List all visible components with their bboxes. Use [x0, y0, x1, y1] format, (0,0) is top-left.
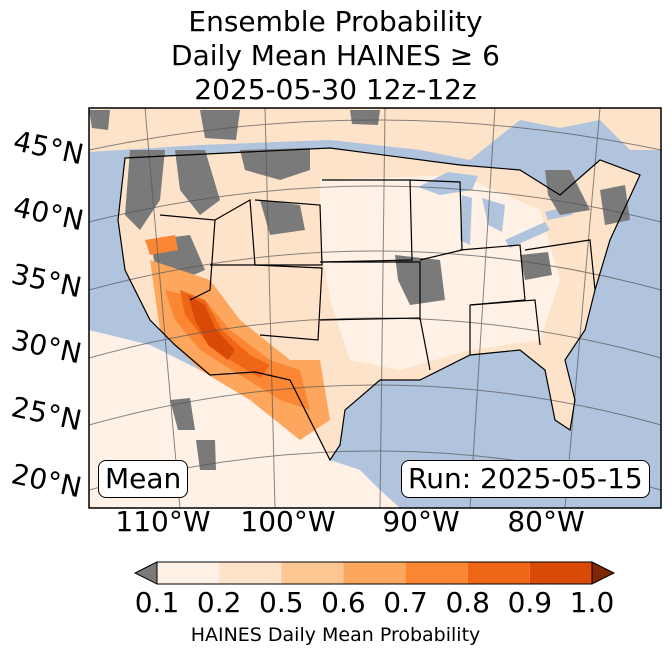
colorbar-segment	[405, 562, 468, 584]
colorbar-tick-label: 0.5	[259, 586, 304, 619]
title-line-3: 2025-05-30 12z-12z	[194, 73, 477, 106]
map-frame	[88, 107, 662, 509]
state-borders	[117, 147, 641, 462]
colorbar-tick-label: 0.6	[321, 586, 366, 619]
colorbar-tick-label: 0.1	[134, 586, 180, 619]
missing-data-patches	[89, 110, 630, 470]
lon-label-90: 90°W	[382, 505, 460, 538]
colorbar-segment	[343, 562, 406, 584]
colorbar-segment	[219, 562, 282, 584]
colorbar-segment	[157, 562, 220, 584]
colorbar	[133, 561, 616, 585]
colorbar-tick-label: 0.9	[507, 586, 553, 619]
colorbar-under-arrow	[133, 561, 158, 585]
lake-michigan	[460, 195, 472, 245]
lake-erie	[505, 222, 550, 248]
colorbar-tick-label: 0.7	[383, 586, 428, 619]
colorbar-segment	[467, 562, 530, 584]
colorbar-tick-label: 0.8	[445, 586, 490, 619]
lon-label-100: 100°W	[240, 505, 336, 538]
colorbar-label: HAINES Daily Mean Probability	[190, 624, 481, 646]
title-line-2: Daily Mean HAINES ≥ 6	[171, 39, 500, 72]
lon-label-80: 80°W	[507, 505, 585, 538]
run-label: Run: 2025-05-15	[401, 460, 650, 498]
colorbar-over-arrow	[591, 561, 616, 585]
stat-label: Mean	[98, 460, 189, 498]
colorbar-tick-label: 1.0	[569, 586, 615, 619]
lon-label-110: 110°W	[115, 505, 211, 538]
title-line-1: Ensemble Probability	[188, 5, 483, 38]
colorbar-tick-label: 0.2	[196, 586, 242, 619]
colorbar-segment	[281, 562, 344, 584]
high-prob-plume	[145, 235, 330, 440]
colorbar-segment	[529, 562, 592, 584]
colorbar-border	[156, 561, 593, 585]
